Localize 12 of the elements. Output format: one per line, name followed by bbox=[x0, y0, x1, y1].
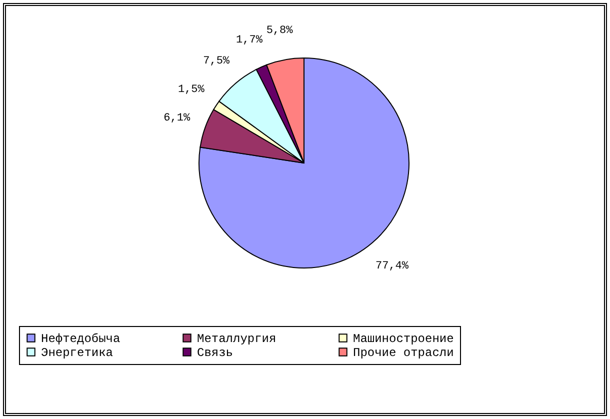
data-label: 6,1% bbox=[164, 112, 190, 125]
data-label: 5,8% bbox=[266, 25, 294, 38]
data-label: 7,5% bbox=[203, 55, 230, 68]
legend-label: Нефтедобыча bbox=[41, 332, 120, 346]
legend-label: Энергетика bbox=[41, 346, 114, 360]
legend-label: Прочие отрасли bbox=[353, 346, 454, 360]
data-label: 1,5% bbox=[178, 84, 205, 96]
data-label: 1,7% bbox=[236, 34, 263, 47]
legend-label: Металлургия bbox=[197, 332, 276, 346]
legend-label: Связь bbox=[197, 346, 234, 360]
legend-label: Машиностроение bbox=[353, 332, 454, 346]
data-label: 77,4% bbox=[375, 260, 409, 272]
